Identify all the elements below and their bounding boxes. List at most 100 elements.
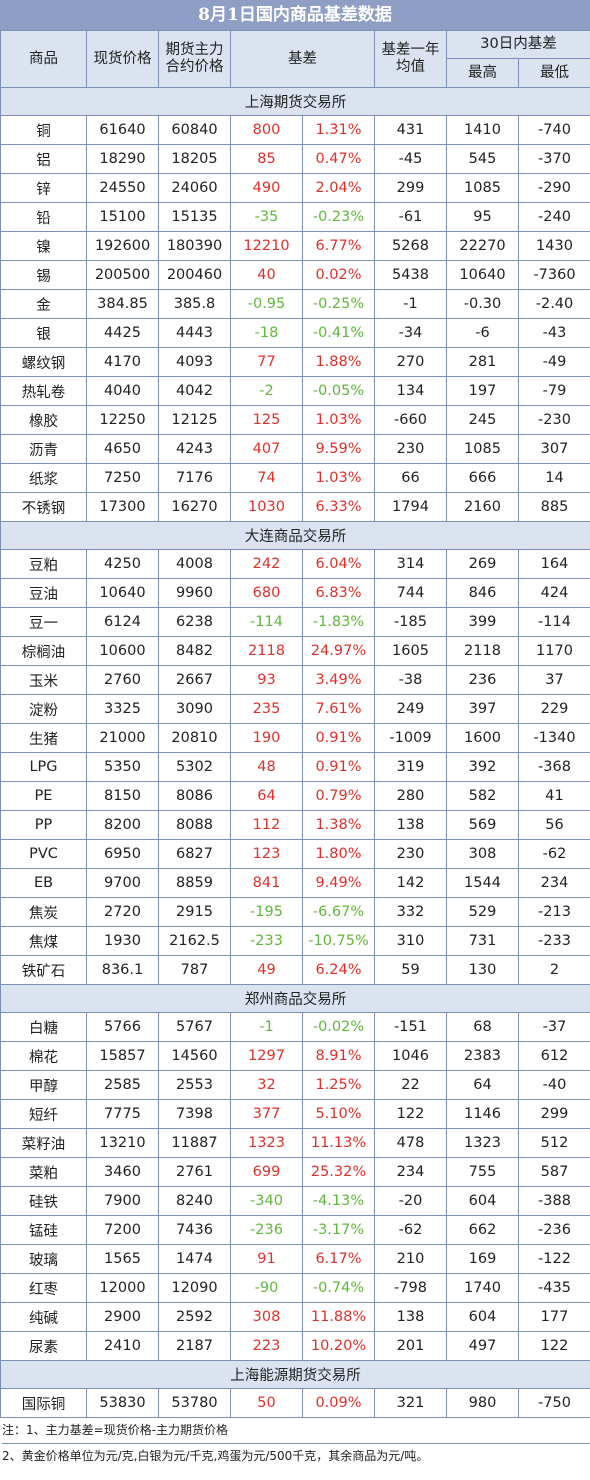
table-row: 纯碱 2900 2592 308 11.88% 138 604 177 [0, 1302, 590, 1332]
commodity-cell: 焦炭 [0, 897, 87, 927]
basis-value-cell: 112 [230, 810, 303, 840]
annual-avg-cell: -798 [374, 1273, 447, 1303]
basis-value-cell: -35 [230, 202, 303, 232]
basis-value-cell: -236 [230, 1215, 303, 1245]
note-2: 2、黄金价格单位为元/克,白银为元/千克,鸡蛋为元/500千克，其余商品为元/吨… [2, 1443, 590, 1469]
annual-avg-cell: 138 [374, 810, 447, 840]
futures-price-cell: 6827 [158, 839, 231, 869]
spot-price-cell: 2410 [86, 1331, 159, 1361]
annual-avg-cell: 431 [374, 115, 447, 145]
low-30d-cell: -388 [517, 1186, 590, 1216]
table-row: PVC 6950 6827 123 1.80% 230 308 -62 [0, 839, 590, 869]
spot-price-cell: 3325 [86, 694, 159, 724]
spot-price-cell: 10640 [86, 578, 159, 608]
spot-price-cell: 200500 [86, 260, 159, 290]
high-30d-cell: 22270 [446, 231, 519, 261]
annual-avg-cell: -45 [374, 144, 447, 174]
low-30d-cell: -43 [517, 318, 590, 348]
basis-percent-cell: 1.25% [302, 1070, 375, 1100]
spot-price-cell: 15857 [86, 1041, 159, 1071]
table-row: 不锈钢 17300 16270 1030 6.33% 1794 2160 885 [0, 492, 590, 522]
spot-price-cell: 61640 [86, 115, 159, 145]
spot-price-cell: 384.85 [86, 289, 159, 319]
low-30d-cell: -7360 [517, 260, 590, 290]
commodity-cell: 锌 [0, 173, 87, 203]
exchange-section-header: 郑州商品交易所 [0, 984, 590, 1013]
table-row: 玻璃 1565 1474 91 6.17% 210 169 -122 [0, 1244, 590, 1274]
high-30d-cell: 1600 [446, 723, 519, 753]
annual-avg-cell: 122 [374, 1099, 447, 1129]
header-spot-price: 现货价格 [86, 30, 159, 88]
basis-value-cell: -90 [230, 1273, 303, 1303]
low-30d-cell: 177 [517, 1302, 590, 1332]
basis-value-cell: 490 [230, 173, 303, 203]
basis-percent-cell: 24.97% [302, 636, 375, 666]
spot-price-cell: 8200 [86, 810, 159, 840]
annual-avg-cell: 201 [374, 1331, 447, 1361]
futures-price-cell: 200460 [158, 260, 231, 290]
commodity-cell: 焦煤 [0, 926, 87, 956]
high-30d-cell: 397 [446, 694, 519, 724]
high-30d-cell: 2383 [446, 1041, 519, 1071]
annual-avg-cell: 744 [374, 578, 447, 608]
futures-price-cell: 2162.5 [158, 926, 231, 956]
table-row: 硅铁 7900 8240 -340 -4.13% -20 604 -388 [0, 1186, 590, 1216]
basis-percent-cell: 8.91% [302, 1041, 375, 1071]
commodity-cell: 不锈钢 [0, 492, 87, 522]
spot-price-cell: 4170 [86, 347, 159, 377]
commodity-cell: LPG [0, 752, 87, 782]
annual-avg-cell: 66 [374, 463, 447, 493]
basis-percent-cell: -3.17% [302, 1215, 375, 1245]
commodity-cell: 金 [0, 289, 87, 319]
table-row: 短纤 7775 7398 377 5.10% 122 1146 299 [0, 1099, 590, 1129]
futures-price-cell: 5302 [158, 752, 231, 782]
basis-percent-cell: -0.25% [302, 289, 375, 319]
annual-avg-cell: 1605 [374, 636, 447, 666]
low-30d-cell: 1430 [517, 231, 590, 261]
basis-value-cell: 64 [230, 781, 303, 811]
commodity-cell: 纸浆 [0, 463, 87, 493]
annual-avg-cell: 5268 [374, 231, 447, 261]
low-30d-cell: 14 [517, 463, 590, 493]
header-high: 最高 [446, 58, 519, 88]
high-30d-cell: 662 [446, 1215, 519, 1245]
basis-percent-cell: 10.20% [302, 1331, 375, 1361]
basis-value-cell: 12210 [230, 231, 303, 261]
notes: 注：1、主力基差=现货价格-主力期货价格 2、黄金价格单位为元/克,白银为元/千… [0, 1418, 590, 1469]
basis-percent-cell: 6.17% [302, 1244, 375, 1274]
basis-value-cell: 2118 [230, 636, 303, 666]
table-row: 焦炭 2720 2915 -195 -6.67% 332 529 -213 [0, 897, 590, 927]
futures-price-cell: 4093 [158, 347, 231, 377]
spot-price-cell: 5766 [86, 1012, 159, 1042]
low-30d-cell: -62 [517, 839, 590, 869]
basis-value-cell: -195 [230, 897, 303, 927]
futures-price-cell: 12090 [158, 1273, 231, 1303]
table-row: 红枣 12000 12090 -90 -0.74% -798 1740 -435 [0, 1273, 590, 1303]
basis-percent-cell: 0.02% [302, 260, 375, 290]
high-30d-cell: 666 [446, 463, 519, 493]
low-30d-cell: 612 [517, 1041, 590, 1071]
basis-value-cell: 123 [230, 839, 303, 869]
basis-value-cell: 125 [230, 405, 303, 435]
low-30d-cell: -114 [517, 607, 590, 637]
header-low: 最低 [517, 58, 590, 88]
commodity-cell: 淀粉 [0, 694, 87, 724]
basis-percent-cell: 11.13% [302, 1128, 375, 1158]
annual-avg-cell: 59 [374, 955, 447, 985]
high-30d-cell: 604 [446, 1302, 519, 1332]
basis-percent-cell: 11.88% [302, 1302, 375, 1332]
futures-price-cell: 53780 [158, 1388, 231, 1418]
basis-percent-cell: 0.79% [302, 781, 375, 811]
commodity-cell: 国际铜 [0, 1388, 87, 1418]
basis-percent-cell: 2.04% [302, 173, 375, 203]
table-row: 淀粉 3325 3090 235 7.61% 249 397 229 [0, 694, 590, 724]
spot-price-cell: 6124 [86, 607, 159, 637]
high-30d-cell: 569 [446, 810, 519, 840]
basis-percent-cell: 6.77% [302, 231, 375, 261]
spot-price-cell: 4040 [86, 376, 159, 406]
annual-avg-cell: 5438 [374, 260, 447, 290]
table-row: 生猪 21000 20810 190 0.91% -1009 1600 -1340 [0, 723, 590, 753]
commodity-cell: 菜籽油 [0, 1128, 87, 1158]
low-30d-cell: -740 [517, 115, 590, 145]
high-30d-cell: 731 [446, 926, 519, 956]
